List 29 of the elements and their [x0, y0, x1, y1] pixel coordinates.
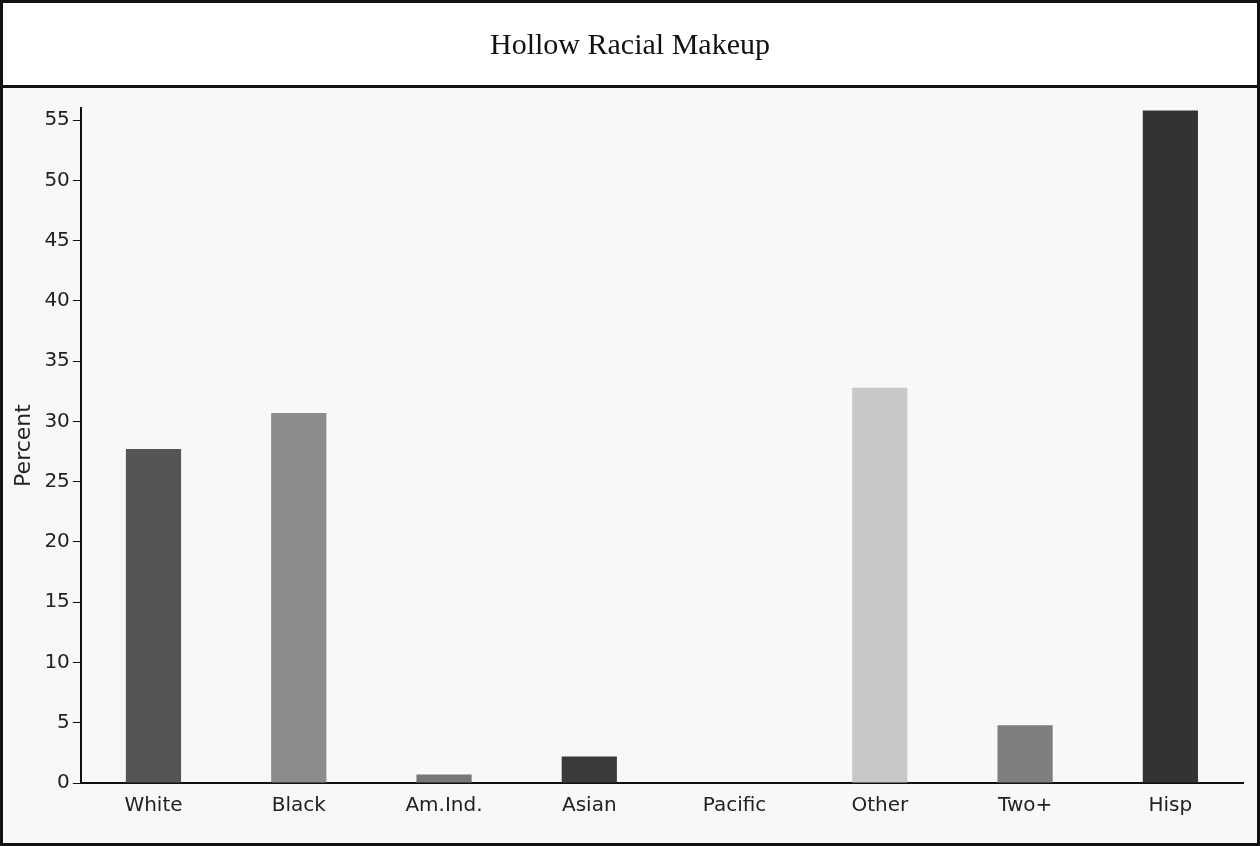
y-tick-label: 55	[44, 106, 70, 131]
y-tick-label: 35	[44, 347, 70, 372]
y-tick-label: 5	[57, 708, 70, 733]
y-axis-title: Percent	[9, 403, 35, 487]
y-tick-label: 45	[44, 226, 70, 251]
x-tick-label: Two+	[996, 792, 1053, 817]
y-tick-label: 25	[44, 467, 70, 492]
bar	[852, 387, 908, 783]
bar	[416, 774, 472, 783]
x-tick-label: Black	[271, 792, 327, 817]
bar	[997, 725, 1053, 783]
y-tick-label: 20	[44, 528, 70, 553]
y-tick-label: 10	[44, 648, 70, 673]
x-tick-label: Asian	[561, 792, 617, 817]
x-tick-label: Pacific	[702, 792, 767, 817]
x-tick-label: Am.Ind.	[405, 792, 483, 817]
y-tick-label: 40	[44, 287, 70, 312]
bar	[271, 412, 327, 783]
y-tick-label: 15	[44, 588, 70, 613]
bar	[125, 449, 182, 783]
x-tick-label: Hisp	[1148, 792, 1193, 817]
y-tick-label: 0	[57, 769, 70, 794]
x-tick-label: Other	[851, 792, 909, 817]
y-tick-label: 50	[44, 166, 70, 191]
chart-title: Hollow Racial Makeup	[3, 3, 1257, 88]
x-tick-label: White	[124, 792, 183, 817]
bar	[561, 756, 617, 783]
bar	[1142, 110, 1198, 783]
y-tick-label: 30	[44, 407, 70, 432]
